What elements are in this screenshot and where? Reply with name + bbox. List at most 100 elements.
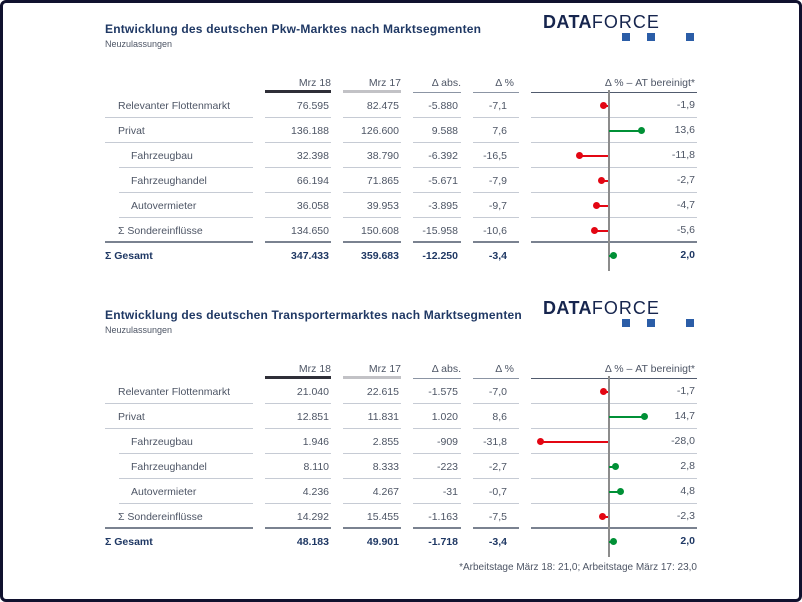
table-row: Relevanter Flottenmarkt 76.595 82.475 -5… — [105, 93, 697, 118]
deviation-value: 4,8 — [680, 485, 695, 497]
deviation-value: 13,6 — [674, 124, 695, 136]
cell-mrz17: 22.615 — [343, 379, 401, 404]
cell-mrz17: 8.333 — [343, 454, 401, 479]
logo-square-icon — [647, 319, 655, 327]
logo-word-data: DATA — [543, 12, 592, 32]
deviation-value: 2,0 — [680, 535, 695, 547]
row-label: Fahrzeughandel — [105, 454, 253, 479]
cell-delta-abs: -5.880 — [413, 93, 461, 118]
column-headers: Mrz 18 Mrz 17 Δ abs. Δ % Δ % – AT berein… — [105, 360, 697, 379]
table-row: Privat 12.851 11.831 1.020 8,6 14,7 — [105, 404, 697, 429]
cell-mrz17: 38.790 — [343, 143, 401, 168]
cell-delta-pct: -7,5 — [473, 504, 519, 529]
table-row: Relevanter Flottenmarkt 21.040 22.615 -1… — [105, 379, 697, 404]
cell-delta-abs: -3.895 — [413, 193, 461, 218]
section-subtitle: Neuzulassungen — [105, 325, 173, 335]
table-row: Fahrzeugbau 32.398 38.790 -6.392 -16,5 -… — [105, 143, 697, 168]
column-header-segment — [105, 360, 253, 379]
deviation-bar — [609, 490, 621, 493]
cell-delta-pct: -7,9 — [473, 168, 519, 193]
logo-square-icon — [647, 33, 655, 41]
cell-delta-pct: -7,1 — [473, 93, 519, 118]
cell-delta-pct: -2,7 — [473, 454, 519, 479]
cell-mrz17: 2.855 — [343, 429, 401, 454]
deviation-chart-cell: 4,8 — [531, 479, 697, 504]
row-label: Autovermieter — [105, 479, 253, 504]
deviation-value: -2,3 — [676, 510, 695, 522]
cell-delta-pct: -16,5 — [473, 143, 519, 168]
dataforce-logo-text: DATAFORCE — [543, 298, 697, 318]
deviation-chart-cell: -5,6 — [531, 218, 697, 243]
row-label: Relevanter Flottenmarkt — [105, 379, 253, 404]
cell-delta-abs: -6.392 — [413, 143, 461, 168]
cell-delta-abs: 9.588 — [413, 118, 461, 143]
cell-mrz18: 32.398 — [265, 143, 331, 168]
deviation-chart-cell: -2,3 — [531, 504, 697, 529]
deviation-dot — [591, 227, 599, 234]
cell-mrz17: 150.608 — [343, 218, 401, 243]
deviation-bar — [609, 415, 645, 418]
cell-mrz18: 4.236 — [265, 479, 331, 504]
cell-mrz18: 347.433 — [291, 249, 329, 262]
cell-delta-pct: -3,4 — [488, 535, 507, 548]
column-header-at-bereinigt: Δ % – AT bereinigt* — [531, 360, 697, 379]
cell-mrz18: 136.188 — [265, 118, 331, 143]
cell-mrz17: 71.865 — [343, 168, 401, 193]
section-title: Entwicklung des deutschen Transportermar… — [105, 308, 522, 322]
column-header-delta-pct: Δ % — [473, 74, 519, 93]
deviation-value: -1,7 — [676, 385, 695, 397]
cell-mrz18: 66.194 — [265, 168, 331, 193]
cell-mrz17: 4.267 — [343, 479, 401, 504]
cell-mrz17: 126.600 — [343, 118, 401, 143]
column-header-mrz17: Mrz 17 — [343, 360, 401, 379]
cell-delta-pct: -10,6 — [473, 218, 519, 243]
cell-mrz18: 14.292 — [265, 504, 331, 529]
row-label: Fahrzeugbau — [105, 429, 253, 454]
deviation-chart-cell: 13,6 — [531, 118, 697, 143]
column-header-mrz18: Mrz 18 — [265, 360, 331, 379]
cell-mrz18: 36.058 — [265, 193, 331, 218]
deviation-value: -5,6 — [676, 224, 695, 236]
deviation-chart-cell: -11,8 — [531, 143, 697, 168]
footnote: *Arbeitstage März 18: 21,0; Arbeitstage … — [459, 562, 697, 573]
deviation-value: -2,7 — [676, 174, 695, 186]
row-label: Privat — [105, 404, 253, 429]
logo-word-force: FORCE — [591, 298, 660, 318]
cell-delta-pct: -9,7 — [473, 193, 519, 218]
deviation-dot — [600, 388, 608, 395]
deviation-value: -28,0 — [671, 435, 695, 447]
deviation-bar — [596, 204, 608, 207]
table-row: Σ Sondereinflüsse 14.292 15.455 -1.163 -… — [105, 504, 697, 529]
cell-delta-pct: 8,6 — [473, 404, 519, 429]
deviation-value: -1,9 — [676, 99, 695, 111]
cell-mrz18: 76.595 — [265, 93, 331, 118]
row-label: Σ Gesamt — [105, 535, 153, 548]
pkw-table-section: Entwicklung des deutschen Pkw-Marktes na… — [105, 12, 697, 271]
dataforce-logo: DATAFORCE — [543, 12, 697, 44]
cell-mrz17: 359.683 — [361, 249, 399, 262]
cell-delta-pct: 7,6 — [473, 118, 519, 143]
deviation-dot — [598, 513, 606, 520]
logo-word-data: DATA — [543, 298, 592, 318]
cell-delta-abs: -12.250 — [422, 249, 458, 262]
deviation-dot — [598, 177, 606, 184]
table-row: Fahrzeughandel 66.194 71.865 -5.671 -7,9… — [105, 168, 697, 193]
dataforce-logo-text: DATAFORCE — [543, 12, 697, 32]
deviation-dot — [617, 488, 625, 495]
deviation-dot — [638, 127, 646, 134]
cell-delta-abs: -31 — [413, 479, 461, 504]
table-row: Fahrzeugbau 1.946 2.855 -909 -31,8 -28,0 — [105, 429, 697, 454]
cell-delta-abs: -909 — [413, 429, 461, 454]
cell-delta-abs: 1.020 — [413, 404, 461, 429]
cell-delta-pct: -7,0 — [473, 379, 519, 404]
cell-mrz17: 39.953 — [343, 193, 401, 218]
column-header-delta-abs: Δ abs. — [413, 360, 461, 379]
chart-axis-line — [608, 90, 610, 271]
cell-delta-abs: -1.718 — [428, 535, 458, 548]
column-header-segment — [105, 74, 253, 93]
deviation-value: 2,8 — [680, 460, 695, 472]
dataforce-logo: DATAFORCE — [543, 298, 697, 330]
logo-word-force: FORCE — [591, 12, 660, 32]
section-title: Entwicklung des deutschen Pkw-Marktes na… — [105, 22, 482, 36]
